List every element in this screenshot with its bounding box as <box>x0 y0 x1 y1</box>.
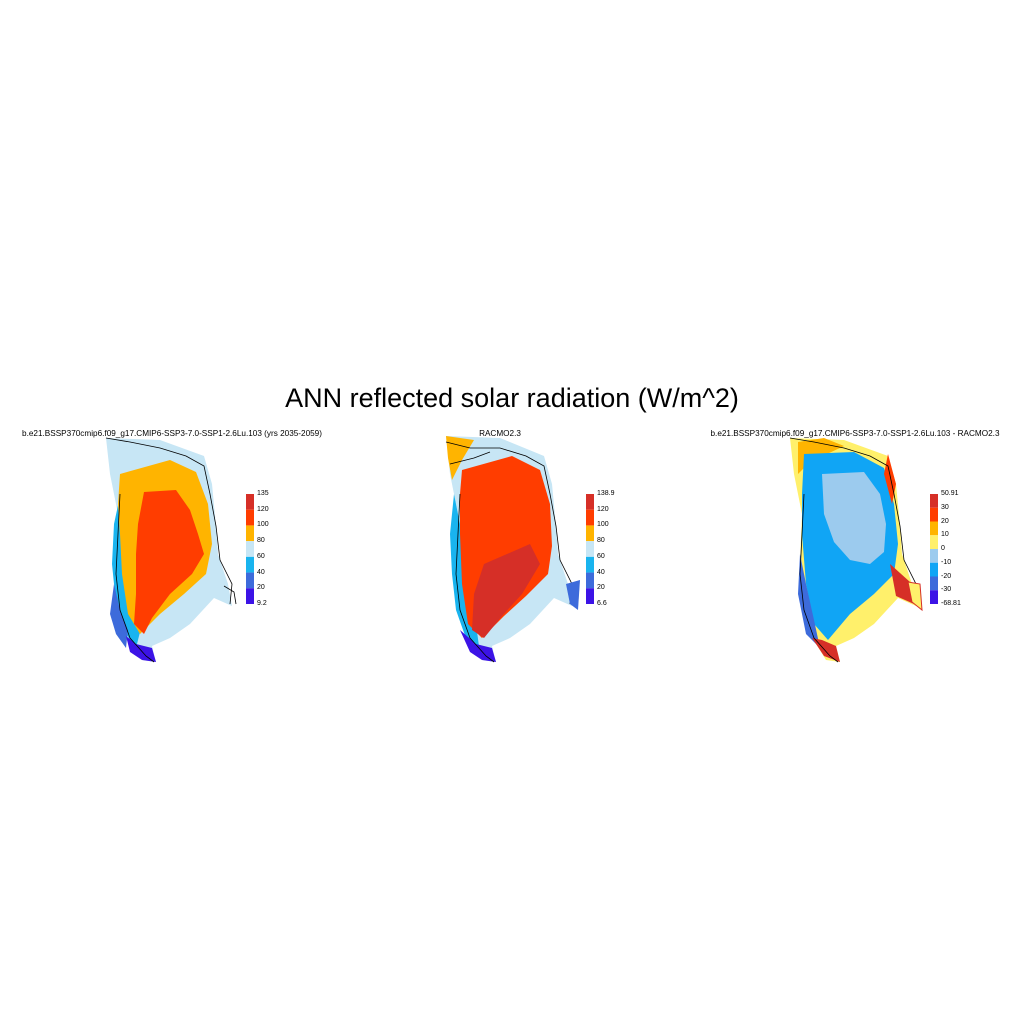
panel-1-coastline <box>105 437 237 663</box>
colorbar-tick-label: 50.91 <box>941 490 959 497</box>
colorbar-box <box>586 588 594 604</box>
panel-1-title: b.e21.BSSP370cmip6.f09_g17.CMIP6-SSP3-7.… <box>22 429 322 438</box>
panel-3-map <box>789 437 923 663</box>
colorbar-tick-label: -30 <box>941 586 952 594</box>
colorbar-tick-label: 20 <box>597 584 605 592</box>
panel-2-map <box>445 436 580 663</box>
panel-3-colorbar <box>930 494 938 604</box>
colorbar-box <box>930 494 938 508</box>
colorbar-box <box>246 572 254 589</box>
colorbar-box <box>930 535 938 549</box>
colorbar-tick-label: 100 <box>257 521 269 529</box>
colorbar-tick-label: 80 <box>597 537 605 545</box>
panel-3-ice-sheet <box>790 438 916 662</box>
colorbar-tick-label: -10 <box>941 558 952 566</box>
panel-2-title: RACMO2.3 <box>479 429 521 438</box>
colorbar-tick-label: -68.81 <box>941 600 961 607</box>
colorbar-tick-label: -20 <box>941 572 952 580</box>
panel-3-title: b.e21.BSSP370cmip6.f09_g17.CMIP6-SSP3-7.… <box>710 429 1000 438</box>
colorbar-box <box>930 562 938 577</box>
colorbar-box <box>586 556 594 573</box>
colorbar-box <box>930 521 938 536</box>
panel-3-ellesmere <box>907 581 923 612</box>
colorbar-tick-label: 60 <box>257 552 265 560</box>
colorbar-box <box>246 509 254 526</box>
colorbar-tick-label: 138.9 <box>597 490 615 497</box>
colorbar-box <box>930 549 938 563</box>
panel-2-colorbar <box>586 494 594 604</box>
panel-2-coastline <box>445 441 573 663</box>
panel-2-ellesmere <box>566 580 580 610</box>
colorbar-box <box>586 525 594 542</box>
colorbar-box <box>246 556 254 573</box>
colorbar-tick-label: 0 <box>941 545 945 552</box>
colorbar-tick-label: 100 <box>597 521 609 529</box>
colorbar-box <box>930 576 938 591</box>
panel-2-ice-sheet <box>446 436 572 662</box>
colorbar-tick-label: 80 <box>257 537 265 545</box>
panel-1-colorbar <box>246 494 254 604</box>
colorbar-box <box>246 541 254 557</box>
colorbar-tick-label: 120 <box>597 505 609 513</box>
colorbar-tick-label: 6.6 <box>597 600 607 607</box>
colorbar-box <box>930 590 938 604</box>
figure-title: ANN reflected solar radiation (W/m^2) <box>285 383 739 413</box>
colorbar-tick-label: 30 <box>941 503 949 511</box>
colorbar-box <box>930 507 938 522</box>
panel-3-coastline <box>789 437 917 663</box>
colorbar-tick-label: 20 <box>257 584 265 592</box>
colorbar-tick-label: 40 <box>257 568 265 576</box>
colorbar-box <box>246 494 254 510</box>
colorbar-tick-label: 10 <box>941 531 949 539</box>
colorbar-box <box>246 588 254 604</box>
panel-1-map <box>105 437 237 663</box>
colorbar-tick-label: 40 <box>597 568 605 576</box>
colorbar-box <box>586 541 594 557</box>
colorbar-box <box>246 525 254 542</box>
panel-1-ice-sheet <box>106 438 232 662</box>
colorbar-tick-label: 135 <box>257 490 269 497</box>
colorbar-tick-label: 60 <box>597 552 605 560</box>
colorbar-tick-label: 9.2 <box>257 600 267 607</box>
colorbar-box <box>586 494 594 510</box>
colorbar-box <box>586 509 594 526</box>
colorbar-tick-label: 20 <box>941 517 949 525</box>
colorbar-tick-label: 120 <box>257 505 269 513</box>
colorbar-box <box>586 572 594 589</box>
